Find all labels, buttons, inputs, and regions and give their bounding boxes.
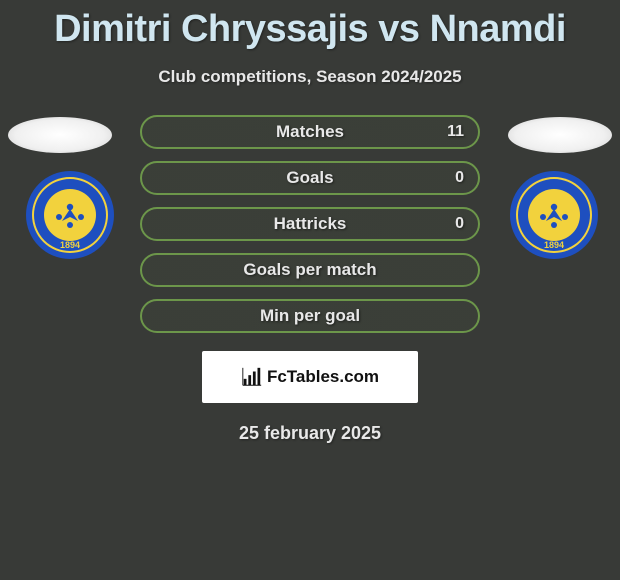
badge-motif-icon: [50, 195, 90, 235]
stat-bar: Hattricks 0: [140, 207, 480, 241]
subtitle: Club competitions, Season 2024/2025: [0, 67, 620, 87]
logo-box: FcTables.com: [202, 351, 418, 403]
player-photo-left-placeholder: [8, 117, 112, 153]
stat-bar: Matches 11: [140, 115, 480, 149]
badge-inner: [528, 189, 580, 241]
badge-motif-icon: [534, 195, 574, 235]
club-badge-right: 1894: [510, 171, 598, 259]
stat-bar: Goals 0: [140, 161, 480, 195]
stat-label: Matches: [276, 122, 344, 142]
badge-inner: [44, 189, 96, 241]
stat-label: Min per goal: [260, 306, 360, 326]
badge-year: 1894: [26, 240, 114, 250]
date-label: 25 february 2025: [0, 423, 620, 444]
stat-value-right: 0: [455, 169, 464, 187]
page-title: Dimitri Chryssajis vs Nnamdi: [0, 0, 620, 51]
club-badge-left: 1894: [26, 171, 114, 259]
stat-label: Goals: [286, 168, 333, 188]
comparison-content: 1894 1894 Matches 11 Goals 0 Hattricks 0: [0, 115, 620, 444]
player-photo-right-placeholder: [508, 117, 612, 153]
stat-label: Goals per match: [243, 260, 376, 280]
stat-label: Hattricks: [274, 214, 347, 234]
stat-bar: Goals per match: [140, 253, 480, 287]
stat-bar: Min per goal: [140, 299, 480, 333]
logo-text: FcTables.com: [267, 367, 379, 387]
bar-chart-icon: [241, 366, 263, 388]
badge-year: 1894: [510, 240, 598, 250]
stat-value-right: 11: [447, 123, 464, 141]
stat-value-right: 0: [455, 215, 464, 233]
stats-bars: Matches 11 Goals 0 Hattricks 0 Goals per…: [140, 115, 480, 333]
